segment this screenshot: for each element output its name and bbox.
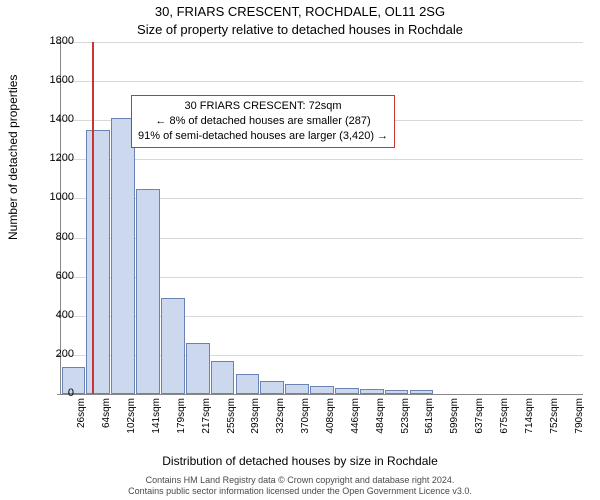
histogram-bar bbox=[211, 361, 235, 394]
annotation-line: 91% of semi-detached houses are larger (… bbox=[138, 129, 388, 144]
xtick-label: 523sqm bbox=[400, 398, 411, 442]
reference-line bbox=[92, 42, 94, 394]
ytick-label: 1600 bbox=[38, 74, 74, 86]
chart-title-sub: Size of property relative to detached ho… bbox=[0, 22, 600, 37]
xtick-label: 217sqm bbox=[201, 398, 212, 442]
xtick-label: 26sqm bbox=[76, 398, 87, 442]
footer-line: Contains public sector information licen… bbox=[0, 486, 600, 498]
histogram-bar bbox=[260, 381, 284, 394]
gridline bbox=[61, 81, 583, 82]
gridline bbox=[61, 159, 583, 160]
xtick-label: 332sqm bbox=[275, 398, 286, 442]
ytick-label: 1000 bbox=[38, 191, 74, 203]
annotation-line: 30 FRIARS CRESCENT: 72sqm bbox=[138, 99, 388, 114]
histogram-bar bbox=[285, 384, 309, 394]
histogram-bar bbox=[410, 390, 434, 394]
chart-title-main: 30, FRIARS CRESCENT, ROCHDALE, OL11 2SG bbox=[0, 4, 600, 19]
xtick-label: 293sqm bbox=[250, 398, 261, 442]
gridline bbox=[61, 42, 583, 43]
xtick-label: 446sqm bbox=[350, 398, 361, 442]
ytick-label: 1800 bbox=[38, 35, 74, 47]
xtick-label: 255sqm bbox=[226, 398, 237, 442]
xtick-label: 752sqm bbox=[549, 398, 560, 442]
xtick-label: 370sqm bbox=[300, 398, 311, 442]
annotation-line: ← 8% of detached houses are smaller (287… bbox=[138, 114, 388, 129]
xtick-label: 561sqm bbox=[424, 398, 435, 442]
xtick-label: 790sqm bbox=[574, 398, 585, 442]
plot-area: 30 FRIARS CRESCENT: 72sqm ← 8% of detach… bbox=[60, 42, 583, 395]
ytick-label: 0 bbox=[38, 387, 74, 399]
xtick-label: 64sqm bbox=[101, 398, 112, 442]
histogram-bar bbox=[86, 130, 110, 394]
histogram-bar bbox=[310, 386, 334, 394]
xtick-label: 141sqm bbox=[151, 398, 162, 442]
histogram-bar bbox=[385, 390, 409, 394]
chart-container: 30, FRIARS CRESCENT, ROCHDALE, OL11 2SG … bbox=[0, 0, 600, 500]
ytick-label: 400 bbox=[38, 309, 74, 321]
y-axis-label: Number of detached properties bbox=[6, 75, 20, 240]
histogram-bar bbox=[236, 374, 260, 394]
ytick-label: 1200 bbox=[38, 152, 74, 164]
xtick-label: 714sqm bbox=[524, 398, 535, 442]
footer-line: Contains HM Land Registry data © Crown c… bbox=[0, 475, 600, 487]
ytick-label: 800 bbox=[38, 231, 74, 243]
histogram-bar bbox=[161, 298, 185, 394]
ytick-label: 600 bbox=[38, 270, 74, 282]
xtick-label: 484sqm bbox=[375, 398, 386, 442]
xtick-label: 408sqm bbox=[325, 398, 336, 442]
x-axis-label: Distribution of detached houses by size … bbox=[0, 454, 600, 468]
histogram-bar bbox=[186, 343, 210, 394]
xtick-label: 637sqm bbox=[474, 398, 485, 442]
histogram-bar bbox=[136, 189, 160, 394]
xtick-label: 599sqm bbox=[449, 398, 460, 442]
ytick-label: 1400 bbox=[38, 113, 74, 125]
ytick-label: 200 bbox=[38, 348, 74, 360]
histogram-bar bbox=[111, 118, 135, 394]
footer-attribution: Contains HM Land Registry data © Crown c… bbox=[0, 475, 600, 498]
xtick-label: 179sqm bbox=[176, 398, 187, 442]
histogram-bar bbox=[360, 389, 384, 394]
xtick-label: 102sqm bbox=[126, 398, 137, 442]
histogram-bar bbox=[335, 388, 359, 394]
annotation-box: 30 FRIARS CRESCENT: 72sqm ← 8% of detach… bbox=[131, 95, 395, 148]
xtick-label: 675sqm bbox=[499, 398, 510, 442]
